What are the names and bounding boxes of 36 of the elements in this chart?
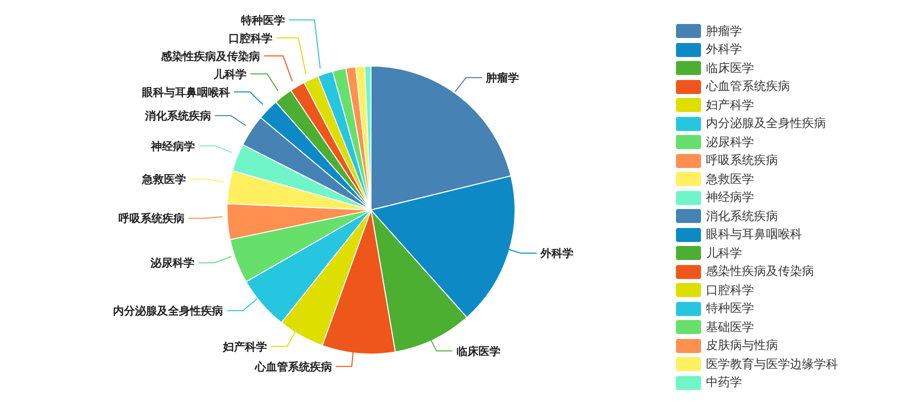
legend-label: 临床医学 <box>706 60 754 77</box>
slice-label: 神经病学 <box>150 140 196 153</box>
slice-label: 妇产科学 <box>222 340 268 354</box>
legend-label: 心血管系统疾病 <box>706 78 790 96</box>
legend-label: 皮肤病与性病 <box>706 337 778 354</box>
slice-label: 泌尿科学 <box>150 256 195 270</box>
slice-label: 内分泌腺及全身性疾病 <box>113 304 224 318</box>
legend-label: 感染性疾病及传染病 <box>706 263 814 280</box>
legend-label: 儿科学 <box>706 244 742 262</box>
legend-label: 呼吸系统疾病 <box>706 152 778 170</box>
slice-label: 口腔科学 <box>228 32 272 45</box>
slice-label: 眼科与耳鼻咽喉科 <box>142 86 230 99</box>
slice-label: 儿科学 <box>212 68 246 81</box>
legend-label: 眼科与耳鼻咽喉科 <box>706 226 802 244</box>
slice-label: 心血管系统疾病 <box>254 360 332 374</box>
slice-label: 急救医学 <box>141 173 186 186</box>
legend-label: 神经病学 <box>706 189 754 206</box>
legend-label: 妇产科学 <box>706 96 754 114</box>
legend-label: 外科学 <box>706 41 742 58</box>
slice-label: 呼吸系统疾病 <box>118 212 185 226</box>
legend-label: 口腔科学 <box>706 282 754 299</box>
legend-label: 医学教育与医学边缘学科 <box>706 356 838 373</box>
slice-label: 感染性疾病及传染病 <box>160 50 260 63</box>
slice-label: 肿瘤学 <box>485 72 520 85</box>
slice-label: 特种医学 <box>240 14 286 27</box>
slice-label: 外科学 <box>540 247 574 260</box>
legend-label: 急救医学 <box>706 170 754 188</box>
legend-label: 泌尿科学 <box>706 134 754 151</box>
legend-label: 中药学 <box>706 374 742 392</box>
legend-label: 内分泌腺及全身性疾病 <box>706 115 826 132</box>
legend-label: 特种医学 <box>706 300 754 318</box>
legend-label: 基础医学 <box>706 318 754 336</box>
legend-label: 肿瘤学 <box>706 22 742 40</box>
slice-label: 消化系统疾病 <box>144 110 211 123</box>
legend-label: 消化系统疾病 <box>706 208 778 225</box>
slice-label: 临床医学 <box>456 344 500 358</box>
